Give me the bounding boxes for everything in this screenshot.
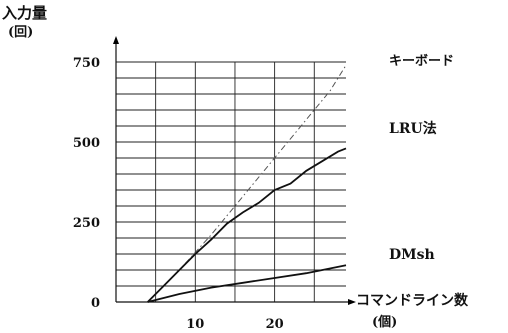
series-line-2 (147, 264, 347, 303)
y-tick-label: 0 (91, 296, 100, 311)
y-tick-label: 250 (73, 216, 100, 231)
series-line-1 (147, 147, 347, 303)
x-axis-arrow (348, 299, 356, 305)
grid (116, 61, 346, 302)
x-axis-label: コマンドライン数 (356, 292, 469, 309)
series-line-0 (147, 64, 347, 303)
series-layer (147, 64, 347, 303)
axes (113, 36, 356, 305)
x-axis-unit: (個) (372, 314, 397, 330)
legend-label-keyboard: キーボード (389, 53, 454, 69)
x-tick-label: 10 (186, 317, 204, 332)
x-tick-label: 20 (266, 317, 284, 332)
y-axis-arrow (113, 36, 119, 44)
tick-labels: 0 250 500 750 10 20 (73, 56, 284, 332)
legend-label-lru: LRU法 (389, 120, 437, 137)
y-tick-label: 750 (73, 56, 100, 71)
y-tick-label: 500 (73, 136, 100, 151)
y-axis-label: 入力量 (2, 4, 47, 22)
legend-label-dmsh: DMsh (389, 247, 435, 263)
y-axis-unit: (回) (8, 25, 33, 40)
